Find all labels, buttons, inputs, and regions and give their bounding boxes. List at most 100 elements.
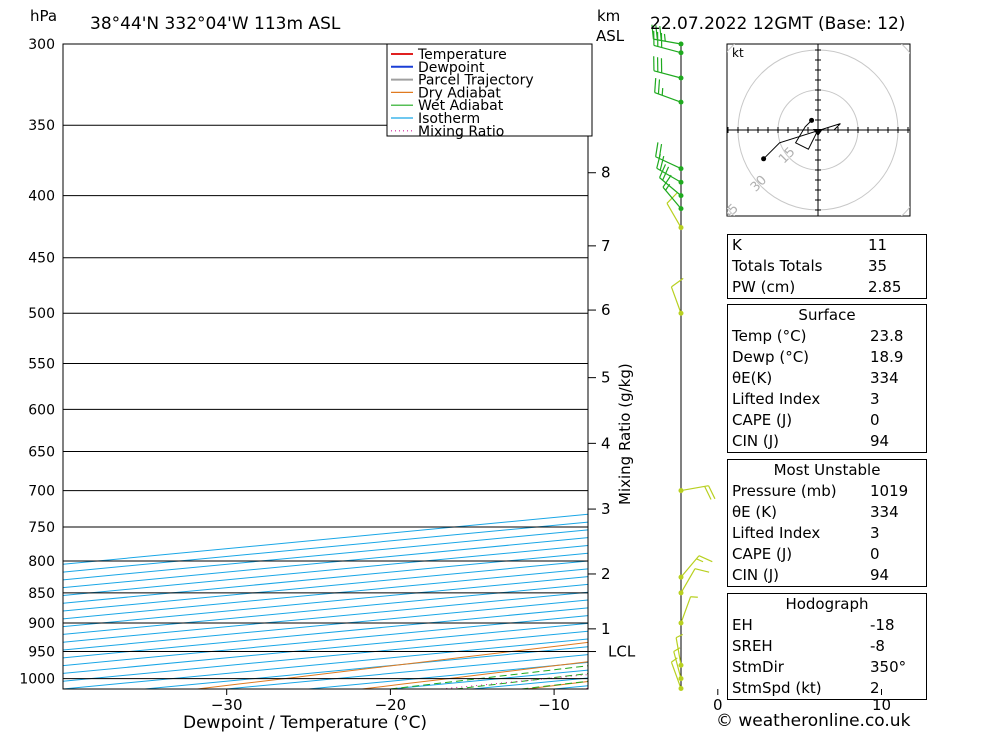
hodograph-unit-label: kt bbox=[732, 46, 744, 60]
table-row: StmDir 350° bbox=[728, 657, 928, 678]
most-unstable-section: Most Unstable Pressure (mb) 1019 θE (K) 334… bbox=[727, 459, 927, 587]
row-label: CAPE (J) bbox=[732, 545, 793, 563]
row-label: CIN (J) bbox=[732, 432, 780, 450]
table-row: Totals Totals 35 bbox=[728, 256, 927, 277]
row-label: PW (cm) bbox=[732, 278, 796, 296]
row-value: 1019 bbox=[870, 482, 909, 500]
km-tick-label: 5 bbox=[601, 369, 611, 387]
wind-barb-half bbox=[675, 633, 683, 639]
pressure-tick-label: 800 bbox=[28, 554, 55, 570]
km-tick-label: 3 bbox=[601, 500, 611, 518]
row-value: -18 bbox=[870, 616, 895, 634]
pressure-tick-label: 300 bbox=[28, 37, 55, 53]
km-tick-label: 6 bbox=[601, 301, 611, 319]
wind-barb-flag bbox=[698, 555, 713, 563]
legend-entry: Mixing Ratio bbox=[418, 124, 504, 140]
temp-tick-label: 0 bbox=[713, 696, 723, 714]
pressure-tick-label: 1000 bbox=[19, 672, 55, 688]
indices-table: K 11 Totals Totals 35 PW (cm) 2.85 bbox=[727, 234, 927, 299]
row-value: 23.8 bbox=[870, 327, 904, 345]
wind-barb-shaft bbox=[680, 485, 709, 492]
pressure-tick-label: 850 bbox=[28, 586, 55, 602]
wind-barb-shaft bbox=[653, 38, 682, 45]
row-label: θE (K) bbox=[732, 503, 777, 521]
wind-barb-flag bbox=[671, 277, 684, 288]
row-value: 334 bbox=[870, 369, 899, 387]
row-value: 35 bbox=[868, 257, 888, 275]
hodograph-section: Hodograph EH -18 SREH -8 StmDir 350° StmSpd (k… bbox=[727, 593, 927, 700]
row-value: 3 bbox=[870, 390, 880, 408]
legend-entry: Isotherm bbox=[418, 111, 480, 127]
isotherm-line bbox=[63, 560, 588, 612]
x-axis-label: Dewpoint / Temperature (°C) bbox=[183, 713, 427, 733]
row-value: 11 bbox=[868, 236, 888, 254]
row-label: Lifted Index bbox=[732, 524, 821, 542]
hpa-label: hPa bbox=[30, 7, 57, 25]
wind-barb-flag bbox=[662, 174, 672, 188]
hodograph-point bbox=[809, 117, 815, 123]
wind-barb-shaft bbox=[680, 596, 692, 624]
wind-barb-shaft bbox=[662, 186, 682, 210]
row-value: 3 bbox=[870, 524, 880, 542]
row-value: 94 bbox=[870, 566, 890, 584]
isotherm-line bbox=[63, 537, 588, 589]
wind-barb-shaft bbox=[675, 637, 682, 666]
table-row: CIN (J) 94 bbox=[728, 565, 928, 586]
row-value: -8 bbox=[870, 637, 885, 655]
km-tick-label: 8 bbox=[601, 164, 611, 182]
legend-entry: Dewpoint bbox=[418, 60, 485, 76]
wind-barb-half bbox=[696, 558, 704, 563]
row-label: EH bbox=[732, 616, 753, 634]
pressure-tick-label: 600 bbox=[28, 402, 55, 418]
row-value: 2.85 bbox=[868, 278, 902, 296]
wind-barb-shaft bbox=[666, 203, 682, 228]
row-label: θE(K) bbox=[732, 369, 773, 387]
surface-section: Surface Temp (°C) 23.8 Dewp (°C) 18.9 θE(K) 3… bbox=[727, 304, 927, 453]
wind-barb-flag bbox=[651, 24, 655, 40]
table-row: CIN (J) 94 bbox=[728, 431, 928, 452]
pressure-tick-label: 350 bbox=[28, 118, 55, 134]
hodograph-point bbox=[761, 156, 767, 162]
table-row: SREH -8 bbox=[728, 636, 928, 657]
temp-tick-label: −20 bbox=[375, 696, 407, 714]
wind-barb-shaft bbox=[659, 177, 682, 197]
row-label: Dewp (°C) bbox=[732, 348, 810, 366]
pressure-tick-label: 450 bbox=[28, 251, 55, 267]
wind-barb-flag bbox=[654, 78, 657, 93]
wind-barb-half bbox=[690, 596, 698, 598]
wind-barb-shaft bbox=[656, 167, 682, 183]
wet-adiabat-line bbox=[980, 44, 1000, 689]
table-row: CAPE (J) 0 bbox=[728, 410, 928, 431]
temp-tick-label: −30 bbox=[211, 696, 243, 714]
row-label: SREH bbox=[732, 637, 773, 655]
isotherm-line bbox=[63, 552, 588, 604]
table-row: Dewp (°C) 18.9 bbox=[728, 347, 928, 368]
table-row: Temp (°C) 23.8 bbox=[728, 326, 928, 347]
row-value: 18.9 bbox=[870, 348, 904, 366]
table-row: CAPE (J) 0 bbox=[728, 544, 928, 565]
pressure-tick-label: 750 bbox=[28, 520, 55, 536]
wind-barb-flag bbox=[655, 25, 658, 40]
isotherm-line bbox=[63, 568, 588, 620]
row-label: Temp (°C) bbox=[732, 327, 807, 345]
row-label: CIN (J) bbox=[732, 566, 780, 584]
km-tick-label: 4 bbox=[601, 434, 611, 452]
wind-barb-half bbox=[661, 88, 664, 96]
pressure-tick-label: 550 bbox=[28, 356, 55, 372]
wind-barb-shaft bbox=[653, 70, 682, 79]
wind-barb-shaft bbox=[670, 286, 682, 314]
hodograph-title: Hodograph bbox=[785, 595, 869, 613]
table-row: StmSpd (kt) 2 bbox=[728, 678, 928, 699]
datetime: 22.07.2022 12GMT (Base: 12) bbox=[650, 14, 905, 34]
pressure-tick-label: 900 bbox=[28, 616, 55, 632]
wind-barb-flag bbox=[704, 486, 712, 500]
row-label: StmSpd (kt) bbox=[732, 679, 822, 697]
wind-barb-shaft bbox=[673, 651, 682, 679]
legend-entry: Dry Adiabat bbox=[418, 85, 501, 101]
table-row: Pressure (mb) 1019 bbox=[728, 481, 928, 502]
table-row: θE(K) 334 bbox=[728, 368, 928, 389]
